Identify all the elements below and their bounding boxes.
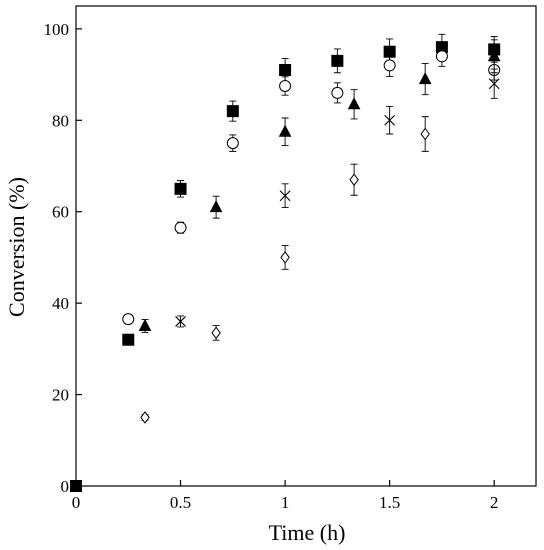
marker-circle bbox=[174, 221, 187, 234]
marker-triangle bbox=[138, 318, 152, 331]
data-point bbox=[488, 68, 500, 99]
y-tick-label: 0 bbox=[61, 477, 70, 496]
data-point bbox=[122, 333, 135, 346]
data-point bbox=[435, 45, 448, 67]
marker-circle bbox=[435, 50, 448, 63]
data-point bbox=[70, 480, 82, 492]
marker-triangle bbox=[278, 124, 292, 137]
data-point bbox=[349, 163, 359, 196]
data-point bbox=[278, 117, 292, 146]
data-point bbox=[487, 39, 501, 74]
marker-cross bbox=[175, 316, 186, 327]
data-point bbox=[209, 195, 223, 219]
data-point bbox=[140, 411, 150, 424]
marker-diamond bbox=[211, 326, 221, 340]
data-point bbox=[347, 89, 361, 120]
data-point bbox=[280, 245, 290, 270]
x-tick-label: 1 bbox=[281, 493, 290, 512]
y-tick-label: 80 bbox=[52, 111, 69, 130]
marker-circle bbox=[226, 137, 239, 150]
marker-triangle bbox=[418, 72, 432, 85]
y-tick-label: 100 bbox=[44, 20, 70, 39]
x-tick-label: 0.5 bbox=[170, 493, 191, 512]
series-filled-triangle bbox=[138, 39, 501, 333]
marker-diamond bbox=[420, 127, 430, 141]
data-point bbox=[420, 116, 430, 152]
marker-square bbox=[279, 64, 292, 76]
y-axis-label: Conversion (%) bbox=[4, 177, 29, 317]
x-axis-label: Time (h) bbox=[269, 520, 346, 545]
marker-diamond bbox=[140, 411, 150, 424]
marker-square bbox=[331, 54, 344, 67]
marker-circle bbox=[383, 59, 396, 72]
y-tick-label: 20 bbox=[52, 386, 69, 405]
data-point bbox=[279, 183, 291, 209]
data-point bbox=[174, 180, 187, 198]
data-point bbox=[138, 318, 152, 333]
marker-diamond bbox=[349, 173, 359, 187]
x-tick-label: 1.5 bbox=[379, 493, 400, 512]
data-point bbox=[226, 100, 239, 122]
y-tick-label: 60 bbox=[52, 203, 69, 222]
marker-cross bbox=[488, 78, 500, 90]
data-point bbox=[226, 134, 239, 152]
data-point bbox=[279, 76, 292, 96]
marker-circle bbox=[279, 80, 292, 92]
data-point bbox=[383, 54, 396, 77]
data-point bbox=[122, 313, 135, 326]
marker-triangle bbox=[209, 200, 223, 213]
data-point bbox=[418, 63, 432, 96]
data-point bbox=[174, 221, 187, 234]
marker-diamond bbox=[280, 251, 290, 264]
data-point bbox=[331, 82, 344, 104]
marker-circle bbox=[331, 86, 344, 99]
marker-triangle bbox=[347, 97, 361, 110]
x-tick-label: 0 bbox=[72, 493, 81, 512]
marker-square bbox=[174, 182, 187, 195]
data-point bbox=[384, 106, 396, 135]
marker-cross bbox=[279, 190, 291, 202]
marker-triangle bbox=[487, 49, 501, 62]
data-marks bbox=[70, 33, 501, 492]
marker-square bbox=[70, 480, 82, 492]
series-cross bbox=[175, 68, 500, 328]
x-tick-label: 2 bbox=[490, 493, 499, 512]
marker-cross bbox=[384, 114, 396, 126]
marker-circle bbox=[122, 313, 135, 326]
series-open-diamond bbox=[140, 116, 430, 424]
data-point bbox=[211, 325, 221, 341]
data-point bbox=[331, 48, 344, 74]
plot-frame bbox=[75, 5, 537, 487]
data-point bbox=[175, 315, 186, 328]
marker-square bbox=[122, 333, 135, 346]
y-tick-label: 40 bbox=[52, 294, 69, 313]
marker-square bbox=[226, 105, 239, 118]
